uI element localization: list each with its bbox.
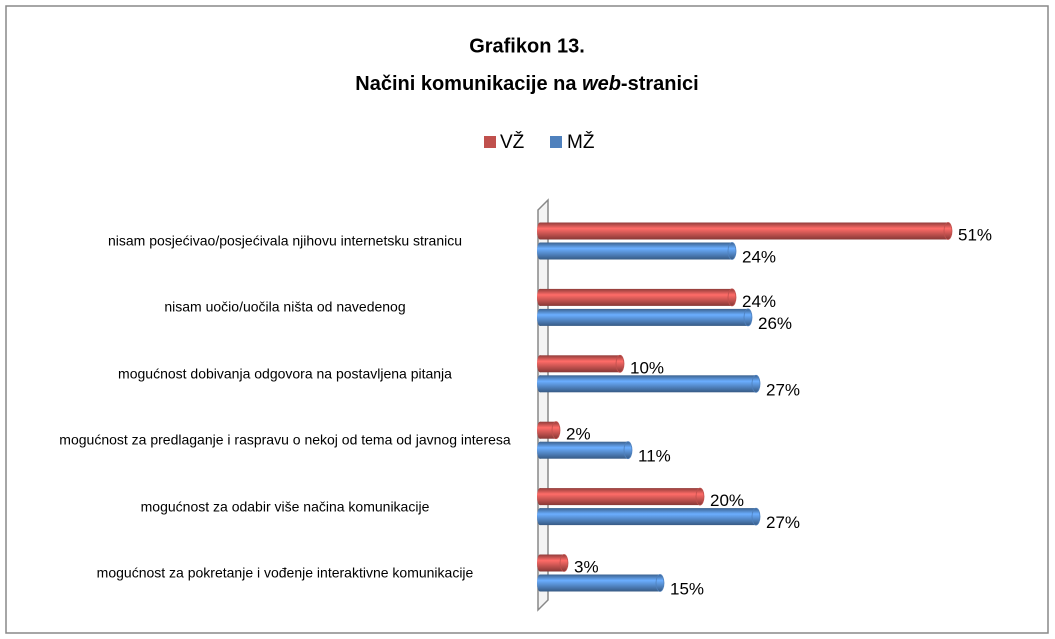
bar-end-cap [551, 421, 561, 440]
bar-body [540, 355, 620, 373]
bar-body [540, 508, 756, 526]
title-part: web [582, 73, 621, 95]
category-label: mogućnost za predlaganje i raspravu o ne… [59, 431, 511, 448]
bar-start-cap [537, 288, 543, 306]
bar [537, 354, 625, 373]
bar-body [540, 554, 564, 572]
chart-title: Grafikon 13. [469, 35, 585, 57]
bar-start-cap [537, 242, 543, 260]
value-label: 27% [766, 380, 800, 399]
bar-start-cap [537, 222, 543, 240]
title-part: -stranici [621, 73, 699, 95]
value-label: 24% [742, 292, 776, 311]
bar-body [540, 574, 660, 592]
bar-start-cap [537, 355, 543, 373]
axis-wall [537, 198, 549, 612]
category-label: mogućnost za odabir više načina komunika… [140, 498, 430, 515]
bar [537, 441, 633, 460]
legend-label: MŽ [567, 131, 595, 153]
bar-end-cap [751, 374, 761, 393]
bar [537, 222, 953, 240]
bar-start-cap [537, 308, 543, 326]
bar-start-cap [537, 574, 543, 592]
bar [537, 574, 665, 592]
bar [537, 421, 561, 440]
bar-end-cap [559, 554, 569, 572]
bar-body [540, 308, 748, 326]
bar-start-cap [537, 421, 543, 439]
title-part: Načini komunikacije na [355, 73, 582, 95]
bar [537, 288, 737, 307]
bar-body [540, 288, 732, 306]
bar-body [540, 222, 948, 240]
bar-start-cap [537, 554, 543, 572]
value-label: 10% [630, 358, 664, 377]
bar [537, 308, 753, 327]
bar-body [540, 441, 628, 459]
bar-start-cap [537, 441, 543, 459]
bar-end-cap [615, 354, 625, 373]
bar-end-cap [727, 242, 737, 260]
value-label: 3% [574, 557, 599, 576]
value-label: 26% [758, 314, 792, 333]
bar [537, 242, 737, 260]
bar [537, 487, 705, 506]
category-label: nisam uočio/uočila ništa od navedenog [164, 298, 406, 315]
bar-end-cap [695, 487, 705, 506]
category-label: mogućnost za pokretanje i vođenje intera… [96, 564, 474, 581]
value-label: 15% [670, 579, 704, 598]
bar-body [540, 421, 556, 439]
bar-end-cap [623, 441, 633, 460]
chart-title: Načini komunikacije na web-stranici [355, 73, 698, 95]
legend-swatch [484, 136, 496, 148]
value-label: 51% [958, 225, 992, 244]
bar-body [540, 375, 756, 393]
bar-end-cap [751, 507, 761, 526]
bar [537, 554, 569, 572]
bar-end-cap [743, 308, 753, 327]
value-label: 27% [766, 513, 800, 532]
category-label: nisam posjećivao/posjećivala njihovu int… [107, 232, 463, 249]
value-label: 24% [742, 247, 776, 266]
category-label: mogućnost dobivanja odgovora na postavlj… [118, 365, 452, 382]
bar-body [540, 488, 700, 506]
bar-end-cap [727, 288, 737, 307]
bar-start-cap [537, 508, 543, 526]
chart-border [5, 5, 1049, 634]
bar [537, 374, 761, 393]
bar-end-cap [943, 222, 953, 240]
legend-swatch [550, 136, 562, 148]
bar [537, 507, 761, 526]
value-label: 20% [710, 491, 744, 510]
bar-end-cap [655, 574, 665, 592]
value-label: 11% [638, 447, 671, 466]
bar-start-cap [537, 488, 543, 506]
legend-label: VŽ [500, 131, 525, 153]
value-label: 2% [566, 425, 591, 444]
bar-body [540, 242, 732, 260]
bar-start-cap [537, 375, 543, 393]
